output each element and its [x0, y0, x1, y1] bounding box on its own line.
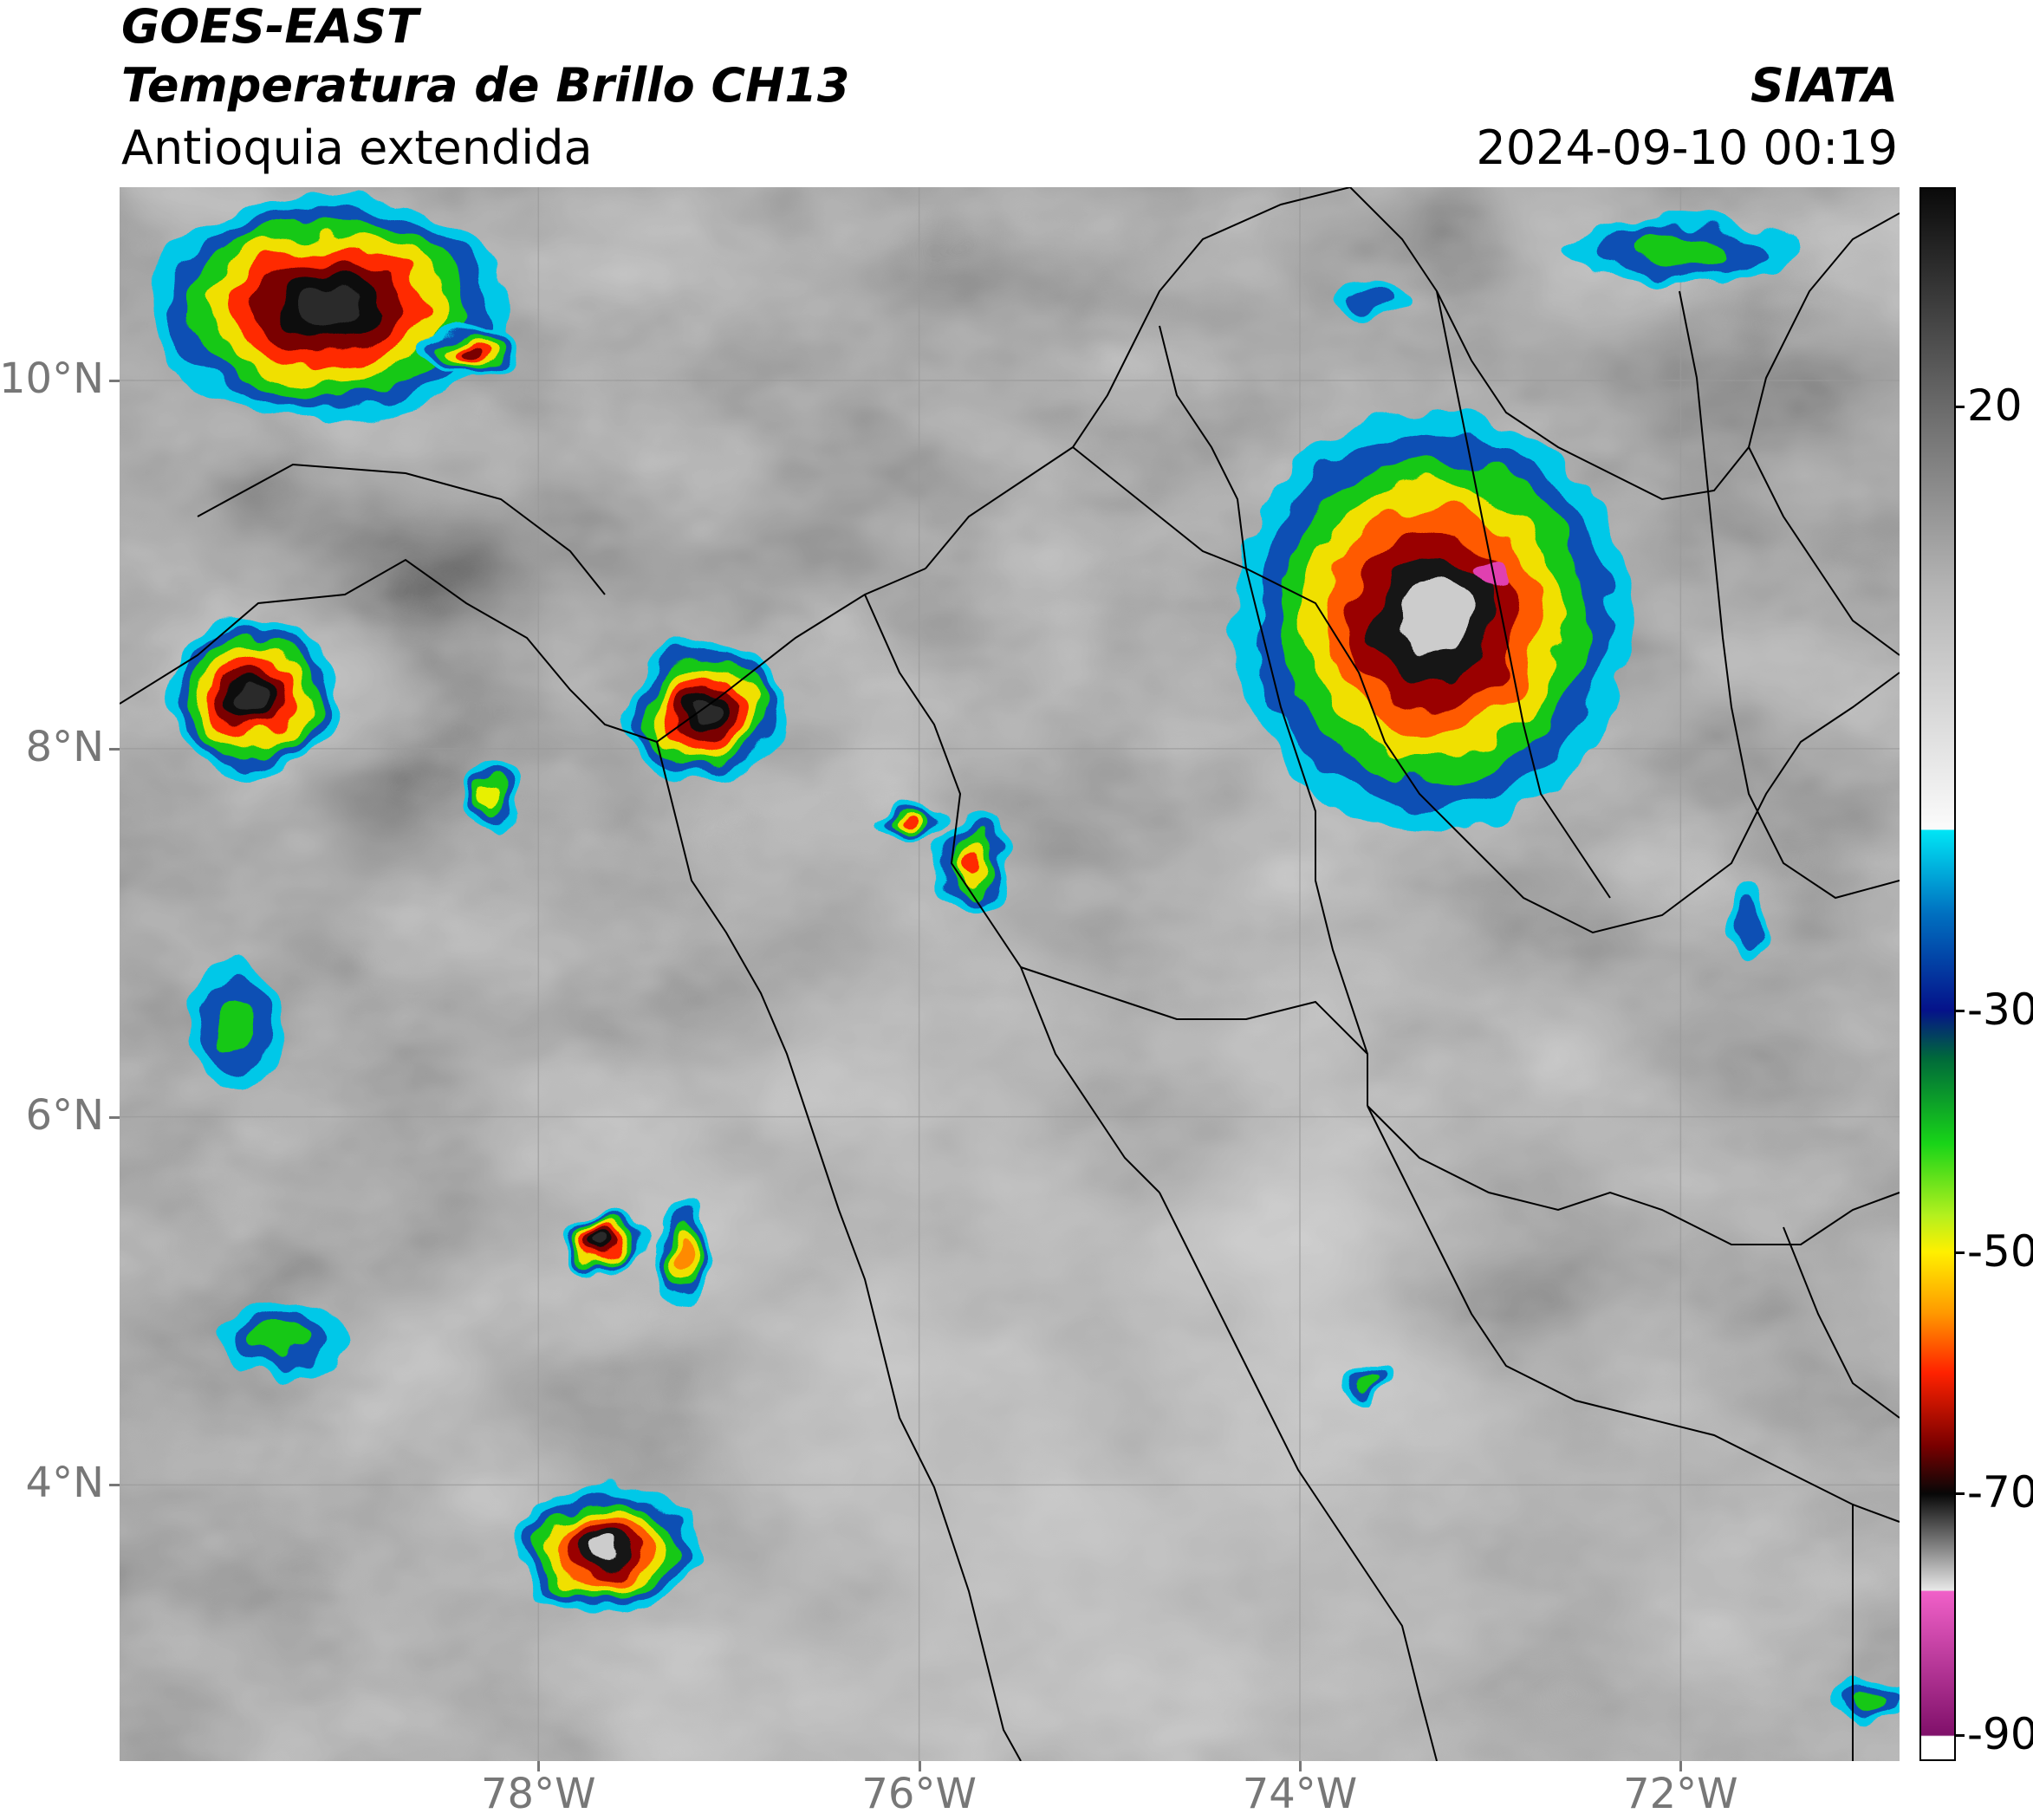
storm-cell [464, 763, 518, 837]
caribbean-coast [925, 187, 1351, 569]
lon-tick-label: 74°W [1242, 1770, 1358, 1818]
maracaibo-border [1748, 446, 1900, 656]
storm-peak [1477, 564, 1510, 590]
storm-contour [588, 1537, 622, 1562]
lat-tick-label: 10°N [0, 354, 104, 404]
lat-tick-label: 8°N [25, 722, 104, 771]
antioquia-east-border [1159, 325, 1368, 1106]
lat-tick [109, 380, 120, 383]
storm-cells [147, 192, 1900, 1719]
storm-cell [424, 325, 520, 381]
storm-contour [597, 1236, 614, 1248]
lat-tick [109, 1484, 120, 1487]
storm-cell [147, 192, 510, 421]
storm-cell [513, 1485, 697, 1615]
storm-contour [1629, 237, 1731, 267]
guajira-coast [1349, 187, 1900, 501]
storm-cell [214, 1301, 348, 1375]
lon-tick-label: 78°W [481, 1770, 596, 1818]
storm-contour [691, 699, 721, 725]
colorbar-tick-label: -70 [1967, 1467, 2033, 1518]
storm-contour [1352, 286, 1400, 309]
storm-contour [481, 787, 501, 814]
storm-contour [295, 285, 363, 328]
lon-tick [1299, 1761, 1302, 1771]
magdalena-river-border [1436, 290, 1611, 899]
satellite-title: GOES-EAST [121, 0, 419, 54]
storm-cell [1566, 218, 1796, 285]
colorbar-tick [1956, 1009, 1965, 1012]
lon-tick-label: 72°W [1623, 1770, 1738, 1818]
storm-contour [1852, 1687, 1890, 1706]
storm-cell [650, 1203, 712, 1307]
storm-cell [1233, 407, 1634, 832]
storm-cell [1828, 1674, 1900, 1719]
storm-cell [1341, 1368, 1392, 1399]
east-border [1783, 1226, 1900, 1419]
choco-antioquia-border [864, 594, 1160, 1193]
panama-coastline [120, 558, 926, 744]
colorbar [1921, 189, 1954, 1759]
storm-contour [672, 1239, 691, 1270]
pacific-coastline [656, 741, 1022, 1761]
storm-contour [1395, 580, 1471, 660]
storm-cell [562, 1210, 647, 1274]
storm-contour [251, 1321, 311, 1355]
cauca-border [1159, 1192, 1438, 1761]
lon-tick [918, 1761, 921, 1771]
storm-cell [934, 815, 1011, 911]
storm-cell [166, 620, 339, 775]
central-border [1367, 1105, 1900, 1245]
storm-cell [1728, 890, 1767, 957]
product-title: Temperatura de Brillo CH13 [121, 58, 850, 113]
storm-cell [1337, 279, 1414, 316]
lat-tick-label: 6°N [25, 1090, 104, 1140]
storm-contour [212, 996, 256, 1054]
santander-border [1245, 568, 1900, 934]
storm-cell [875, 796, 945, 842]
colorbar-tick-label: -90 [1967, 1709, 2033, 1760]
lat-tick [109, 747, 120, 751]
lat-tick-label: 4°N [25, 1459, 104, 1508]
colorbar-tick [1956, 1492, 1965, 1496]
lon-tick-label: 76°W [861, 1770, 977, 1818]
cordoba-border [1072, 446, 1247, 569]
colorbar-tick-label: 20 [1967, 380, 2023, 431]
satellite-map[interactable] [120, 187, 1900, 1761]
llanos-border [1367, 1105, 1900, 1523]
political-borders [120, 187, 1900, 1761]
antioquia-south-border [1020, 966, 1368, 1055]
colorbar-tick-label: -50 [1967, 1225, 2033, 1277]
lat-tick [109, 1115, 120, 1119]
storm-contour [1355, 1377, 1378, 1391]
lon-tick [537, 1761, 541, 1771]
colorbar-tick [1956, 405, 1965, 408]
storm-contour [900, 812, 919, 825]
agency-label: SIATA [1750, 58, 1898, 113]
map-canvas [120, 187, 1900, 1761]
storm-contour [961, 848, 984, 877]
colorbar-tick-label: -30 [1967, 984, 2033, 1035]
region-subtitle: Antioquia extendida [121, 120, 593, 175]
colorbar-tick [1956, 1734, 1965, 1738]
datetime-label: 2024-09-10 00:19 [1476, 120, 1898, 175]
storm-contour [460, 346, 484, 360]
colorbar-frame [1919, 187, 1956, 1761]
storm-cell [185, 960, 282, 1089]
venezuela-border [1679, 290, 1900, 900]
storm-contour [237, 682, 270, 712]
warm-surface-region [120, 187, 1900, 1761]
colorbar-tick [1956, 1251, 1965, 1254]
storm-cell [626, 641, 786, 783]
lon-tick [1679, 1761, 1683, 1771]
storm-contour [1735, 903, 1759, 945]
north-coastline [197, 463, 606, 595]
